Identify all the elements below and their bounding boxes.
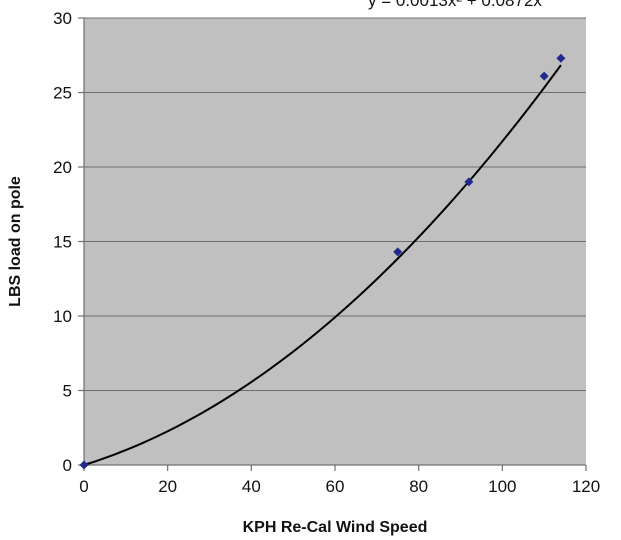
y-axis-title: LBS load on pole xyxy=(7,176,24,307)
data-point-2 xyxy=(464,177,474,187)
x-tick-label-2: 40 xyxy=(242,477,261,496)
y-tick-label-0: 0 xyxy=(63,456,72,475)
trendline-equation-label: y = 0.0013x² + 0.0872x xyxy=(368,0,542,10)
x-tick-label-6: 120 xyxy=(572,477,600,496)
y-tick-label-3: 15 xyxy=(53,233,72,252)
x-axis-title: KPH Re-Cal Wind Speed xyxy=(243,519,428,536)
data-point-3 xyxy=(539,71,549,81)
x-tick-labels: 0 20 40 60 80 100 120 xyxy=(79,477,600,496)
x-tick-label-1: 20 xyxy=(158,477,177,496)
y-tick-label-6: 30 xyxy=(53,9,72,28)
data-point-0 xyxy=(79,460,89,470)
x-tick-label-0: 0 xyxy=(79,477,88,496)
y-tick-label-1: 5 xyxy=(63,382,72,401)
x-tick-label-4: 80 xyxy=(409,477,428,496)
data-point-4 xyxy=(556,53,566,63)
data-point-1 xyxy=(393,247,403,257)
x-tick-label-5: 100 xyxy=(488,477,516,496)
trendline xyxy=(83,64,562,466)
data-points xyxy=(79,53,566,470)
y-tick-label-4: 20 xyxy=(53,158,72,177)
y-tick-label-2: 10 xyxy=(53,307,72,326)
y-tick-label-5: 25 xyxy=(53,84,72,103)
y-tick-labels: 0 5 10 15 20 25 30 xyxy=(53,9,72,475)
x-tick-label-3: 60 xyxy=(326,477,345,496)
